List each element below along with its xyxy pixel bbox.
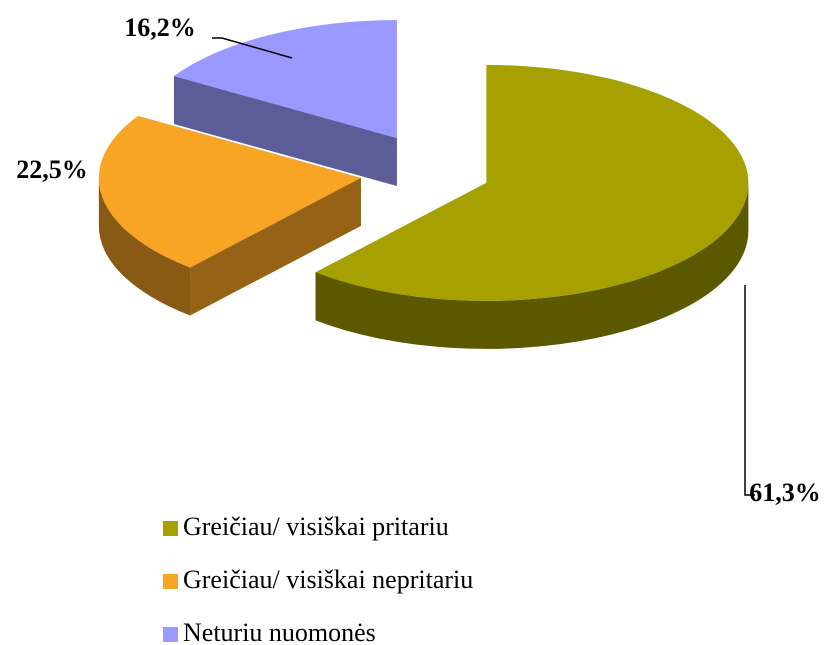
- slice: [173, 20, 397, 139]
- leader-line: [744, 285, 755, 496]
- legend-label: Greičiau/ visiškai pritariu: [183, 512, 449, 541]
- legend-label: Greičiau/ visiškai nepritariu: [183, 565, 473, 594]
- legend-swatch: [163, 574, 178, 589]
- slices: [98, 20, 749, 349]
- slice-side: [173, 76, 397, 187]
- slice-wall: [315, 182, 749, 349]
- slice-wall: [98, 177, 191, 316]
- leader-line: [212, 37, 293, 59]
- legend-label: Neturiu nuomonės: [183, 618, 376, 645]
- slice: [98, 115, 361, 268]
- slice: [315, 64, 749, 301]
- legend-swatch: [163, 521, 178, 536]
- labels: 61,3% 22,5% 16,2%: [16, 13, 821, 507]
- data-label: 22,5%: [16, 155, 88, 184]
- legend-swatch: [163, 627, 178, 642]
- data-label: 61,3%: [749, 478, 821, 507]
- data-label: 16,2%: [124, 13, 196, 42]
- legend: Greičiau/ visiškai pritariu Greičiau/ vis…: [163, 512, 473, 645]
